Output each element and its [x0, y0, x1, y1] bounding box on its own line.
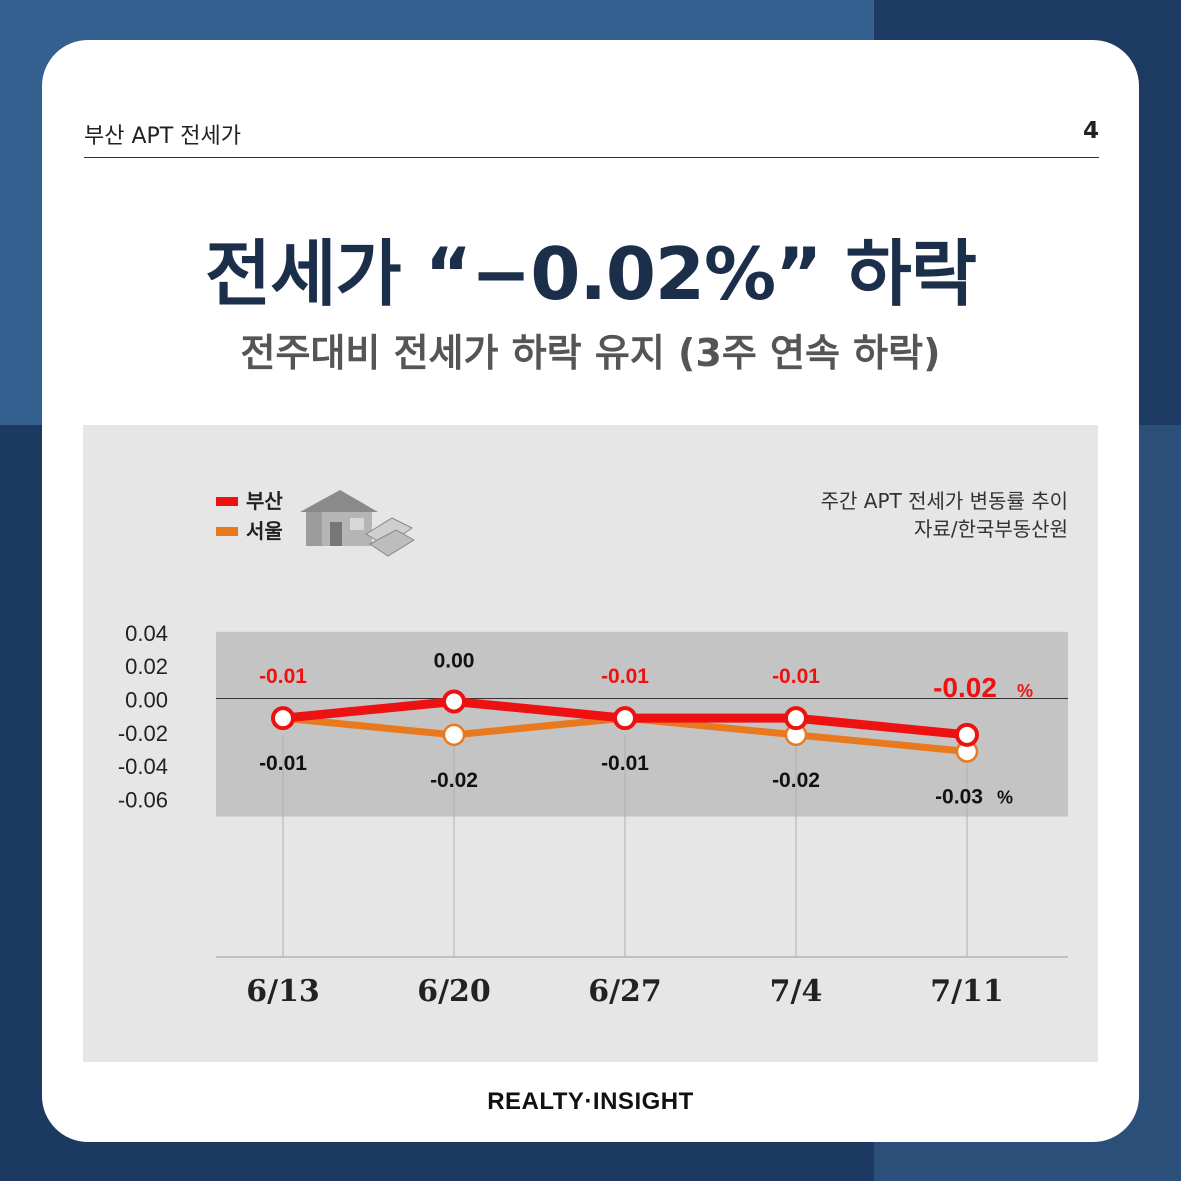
data-label-seoul: -0.01	[601, 752, 649, 775]
x-tick-label: 6/13	[246, 974, 320, 1009]
data-point-busan	[613, 706, 637, 731]
data-label-busan: -0.02	[933, 672, 997, 703]
grid-band	[216, 731, 1068, 750]
data-point-busan	[442, 689, 466, 714]
x-tick-label: 6/20	[417, 974, 491, 1009]
grid-band	[216, 631, 1068, 650]
data-label-seoul: -0.03	[935, 786, 983, 809]
header-title: 부산 APT 전세가	[84, 124, 241, 149]
grid-band	[216, 765, 1068, 784]
data-point-busan	[784, 706, 808, 731]
data-point-seoul	[442, 723, 466, 747]
legend-label-seoul: 서울	[246, 519, 283, 543]
y-tick-label: -0.06	[118, 788, 168, 813]
x-tick-label: 7/11	[930, 974, 1004, 1009]
unit-label-busan: %	[1017, 681, 1033, 701]
grid-band	[216, 798, 1068, 817]
grid-band	[216, 665, 1068, 684]
legend-label-busan: 부산	[246, 489, 283, 513]
subheadline: 전주대비 전세가 하락 유지 (3주 연속 하락)	[240, 331, 941, 375]
headline: 전세가 “−0.02%” 하락	[204, 232, 977, 316]
unit-label-seoul: %	[997, 788, 1013, 808]
grid-band	[216, 781, 1068, 800]
page-number: 4	[1082, 118, 1099, 144]
data-label-seoul: -0.02	[772, 769, 820, 792]
grid-band	[216, 681, 1068, 700]
y-tick-label: 0.04	[125, 621, 168, 646]
y-tick-label: 0.00	[125, 688, 168, 713]
header-divider	[84, 157, 1099, 158]
data-label-seoul: -0.02	[430, 769, 478, 792]
y-tick-label: 0.02	[125, 654, 168, 679]
y-tick-label: -0.02	[118, 721, 168, 746]
data-label-busan: -0.01	[772, 665, 820, 688]
legend-swatch-busan	[216, 497, 238, 506]
x-tick-label: 6/27	[588, 974, 662, 1009]
data-label-busan: -0.01	[601, 665, 649, 688]
grid-band	[216, 748, 1068, 767]
data-label-busan: 0.00	[434, 650, 475, 673]
data-label-seoul: -0.01	[259, 752, 307, 775]
x-tick-label: 7/4	[770, 974, 823, 1009]
legend-swatch-seoul	[216, 527, 238, 536]
chart-source: 자료/한국부동산원	[914, 517, 1068, 541]
chart-subtitle: 주간 APT 전세가 변동률 추이	[821, 489, 1068, 513]
data-point-busan	[271, 706, 295, 731]
y-tick-label: -0.04	[118, 754, 168, 779]
house-icon	[300, 490, 415, 557]
data-label-busan: -0.01	[259, 665, 307, 688]
data-point-busan	[955, 722, 979, 747]
footer-brand: REALTY·INSIGHT	[487, 1088, 694, 1115]
grid-band	[216, 648, 1068, 667]
